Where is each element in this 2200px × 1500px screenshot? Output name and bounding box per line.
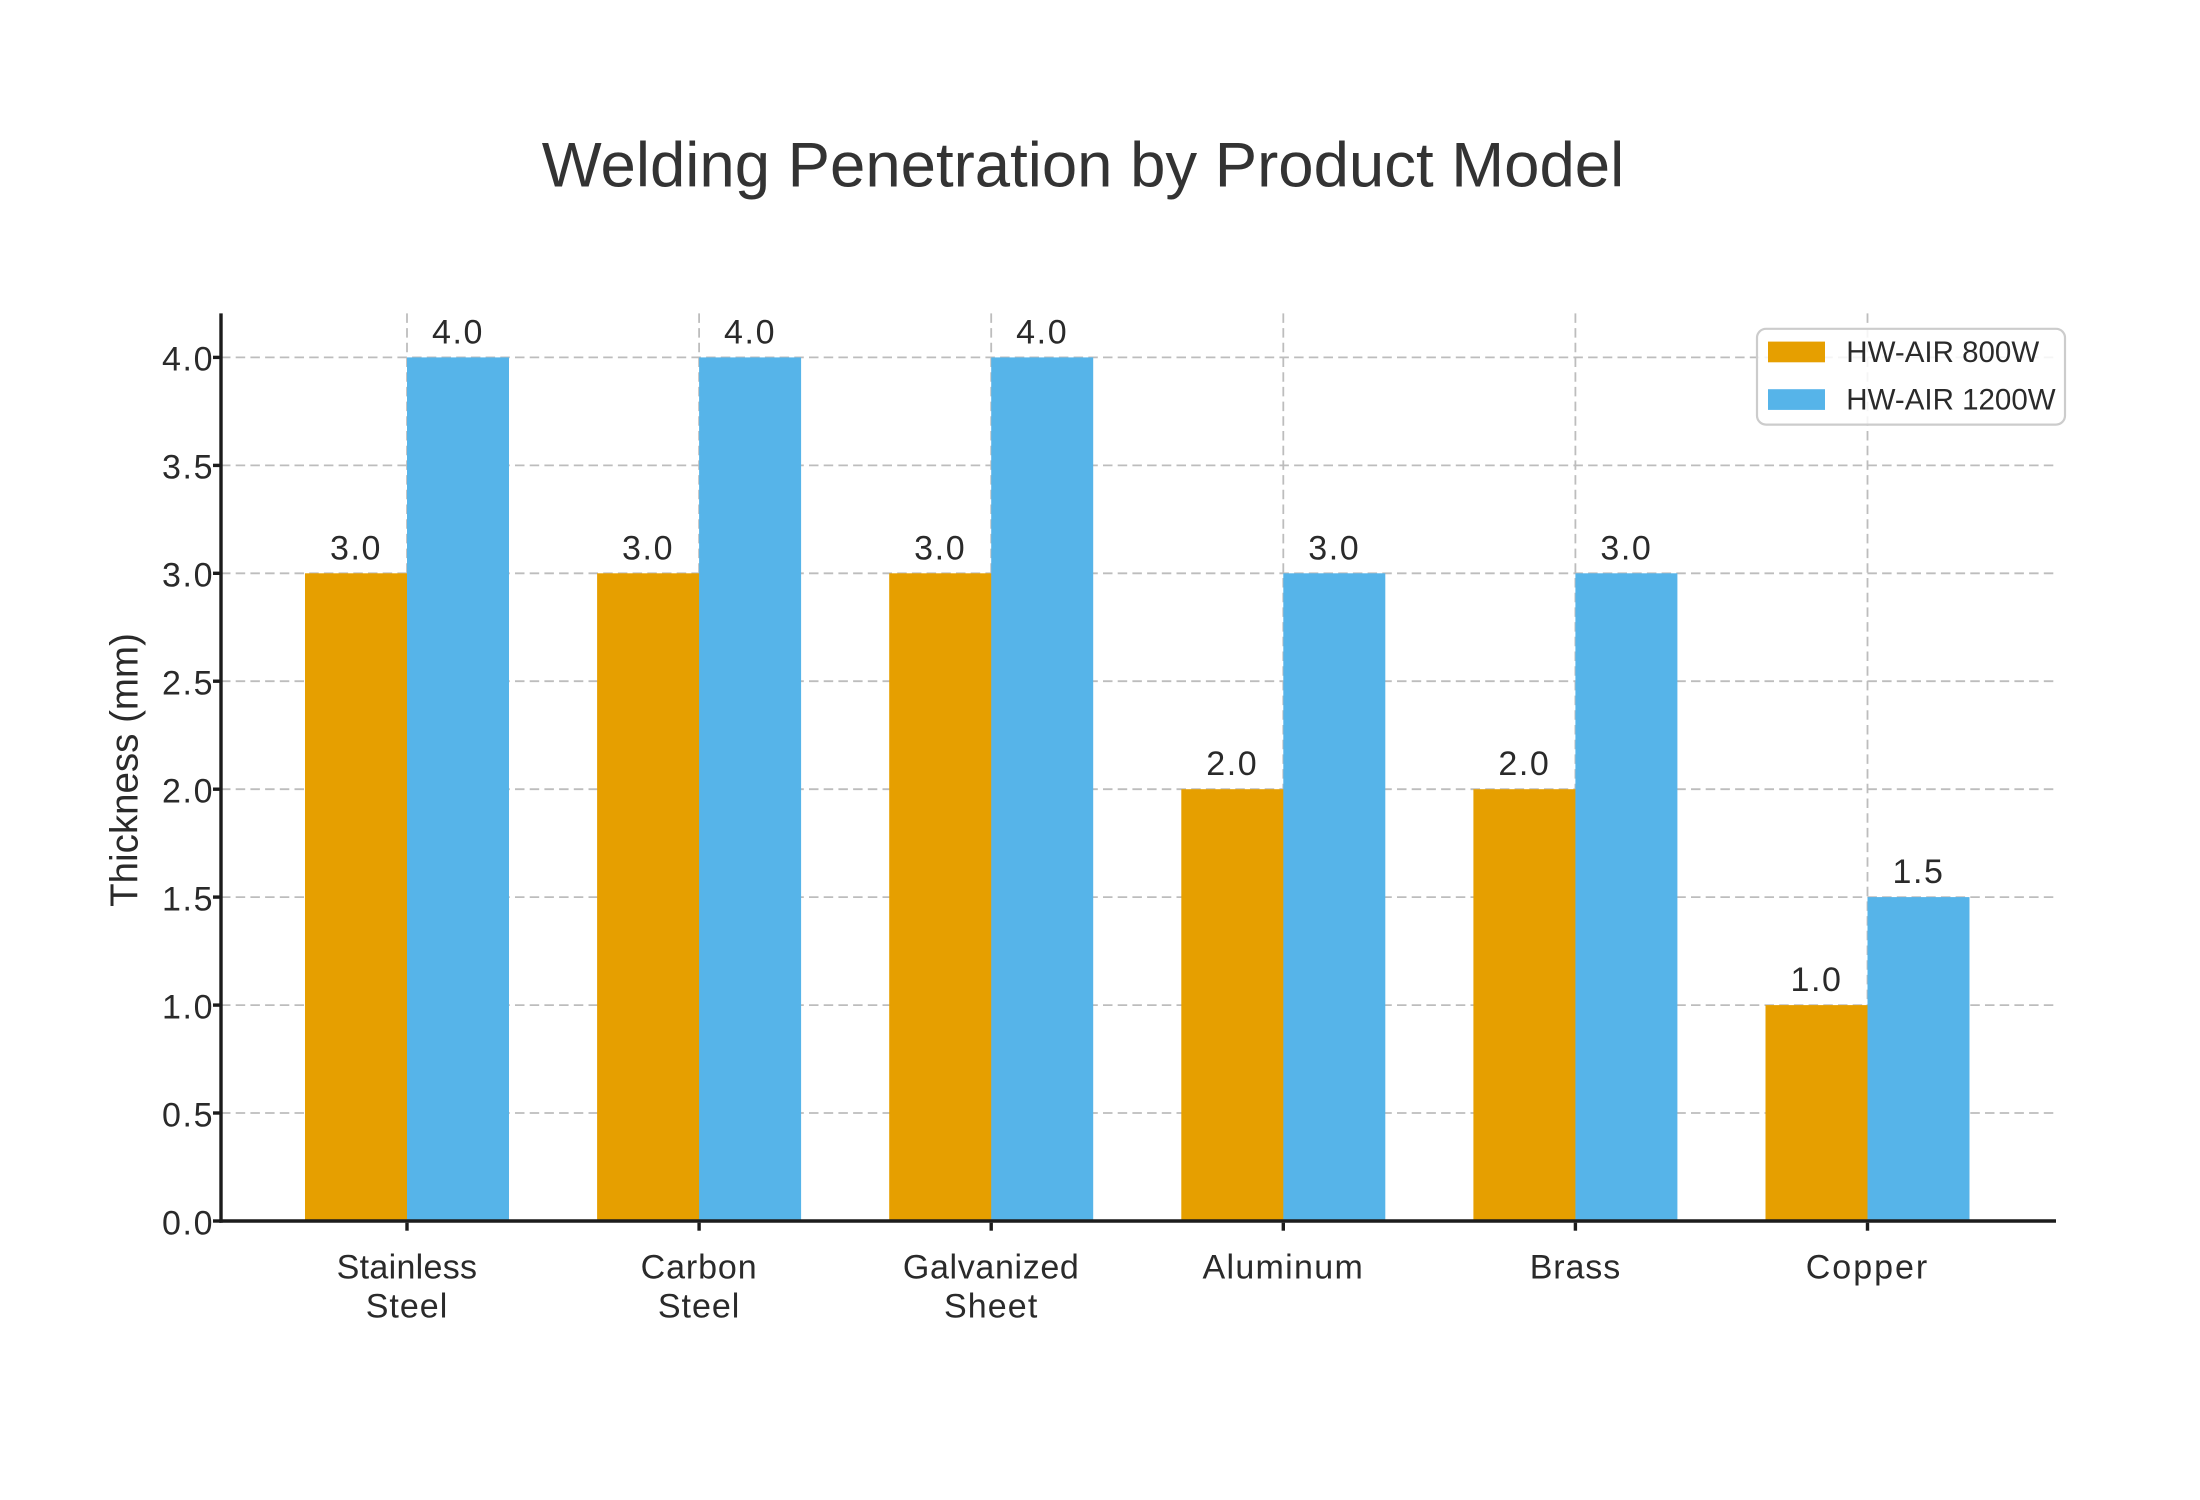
svg-text:2.0: 2.0 [1206,745,1258,783]
svg-text:2.0: 2.0 [162,773,214,811]
svg-text:Sheet: Sheet [944,1288,1038,1326]
svg-text:1.0: 1.0 [162,988,214,1026]
svg-text:HW-AIR 1200W: HW-AIR 1200W [1846,383,2055,416]
svg-text:4.0: 4.0 [724,313,776,351]
svg-text:Stainless: Stainless [337,1248,478,1286]
svg-text:Welding Penetration by Product: Welding Penetration by Product Model [542,131,1624,201]
svg-text:2.0: 2.0 [1498,745,1550,783]
svg-text:4.0: 4.0 [432,313,484,351]
svg-text:1.0: 1.0 [1790,961,1842,999]
svg-text:3.5: 3.5 [162,449,214,487]
svg-text:0.5: 0.5 [162,1096,214,1134]
svg-text:HW-AIR 800W: HW-AIR 800W [1846,336,2039,369]
svg-text:4.0: 4.0 [1016,313,1068,351]
svg-text:3.0: 3.0 [1308,529,1360,567]
svg-text:Thickness (mm): Thickness (mm) [104,633,147,907]
svg-text:Carbon: Carbon [641,1248,758,1286]
svg-text:Steel: Steel [366,1288,449,1326]
svg-text:2.5: 2.5 [162,665,214,703]
svg-text:3.0: 3.0 [1600,529,1652,567]
svg-text:4.0: 4.0 [162,341,214,379]
svg-text:3.0: 3.0 [914,529,966,567]
svg-text:Steel: Steel [658,1288,741,1326]
svg-text:Aluminum: Aluminum [1203,1248,1365,1286]
svg-text:Brass: Brass [1530,1248,1621,1286]
svg-text:3.0: 3.0 [162,557,214,595]
svg-text:3.0: 3.0 [330,529,382,567]
svg-text:1.5: 1.5 [1892,853,1944,891]
svg-text:3.0: 3.0 [622,529,674,567]
svg-text:1.5: 1.5 [162,880,214,918]
svg-text:Galvanized: Galvanized [903,1248,1080,1286]
svg-text:Copper: Copper [1806,1248,1930,1286]
svg-text:0.0: 0.0 [162,1204,214,1242]
